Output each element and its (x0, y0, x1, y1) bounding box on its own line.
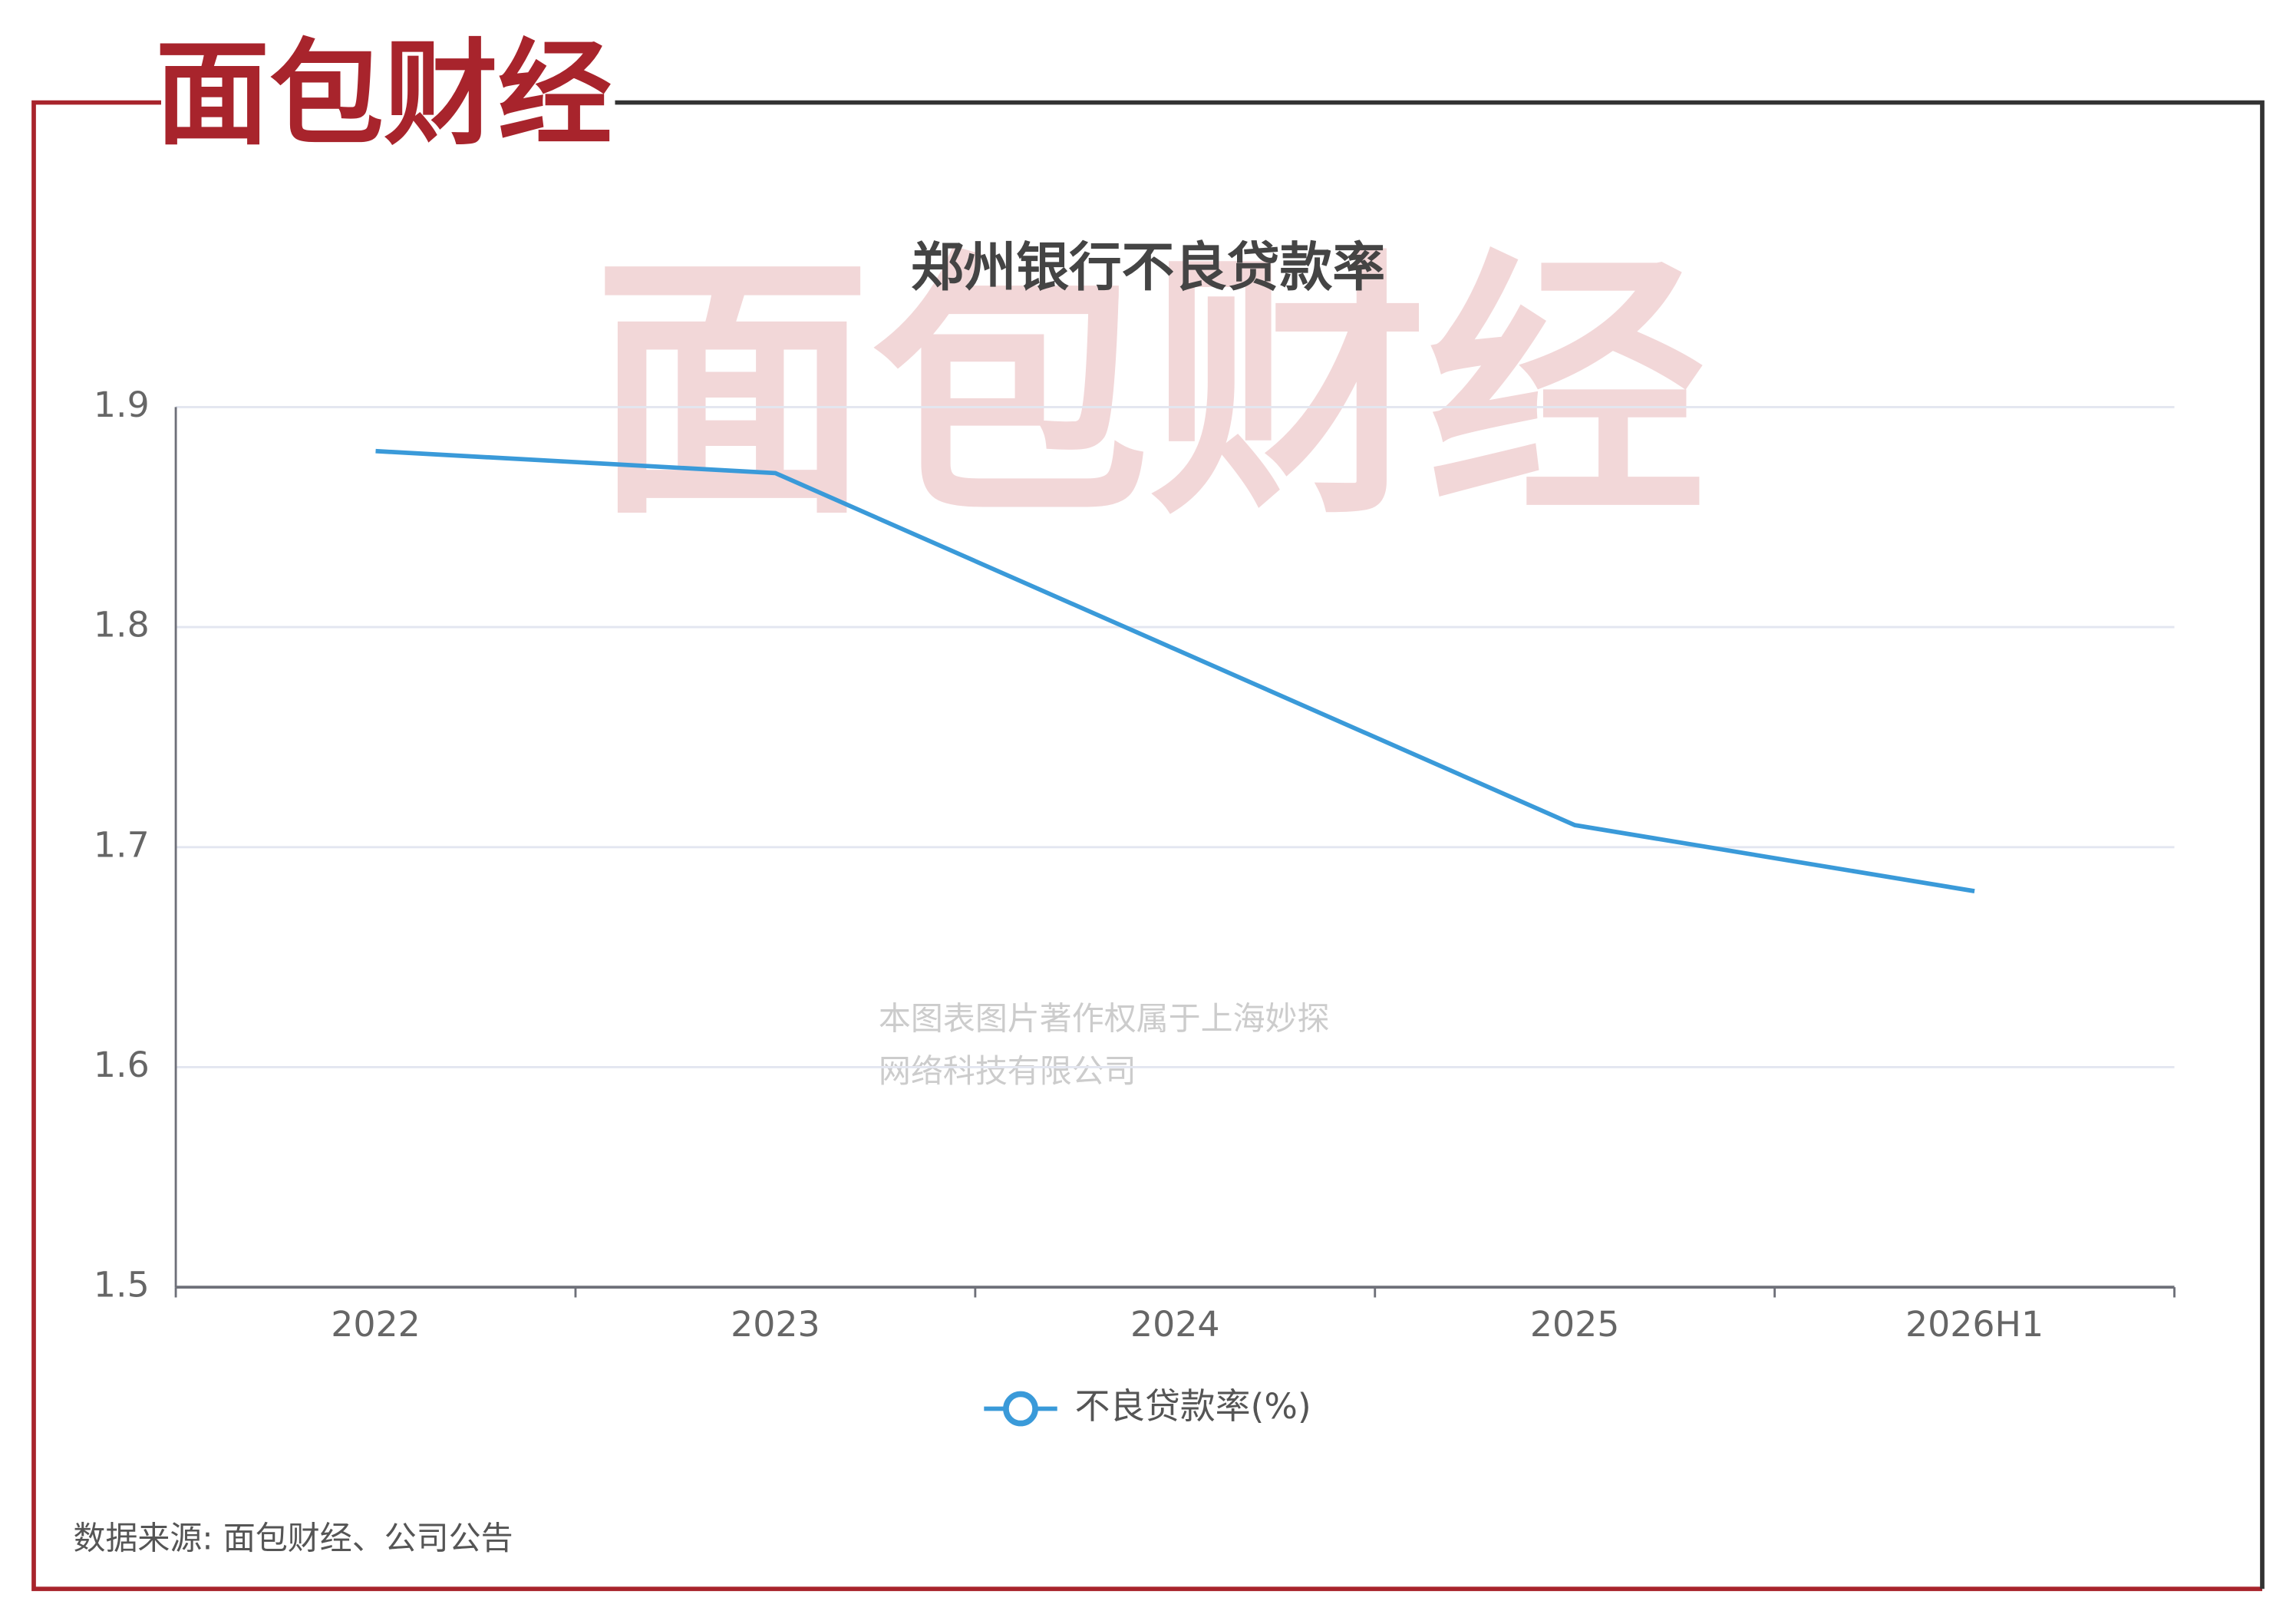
legend-marker (1003, 1391, 1038, 1427)
y-tick-label: 1.7 (94, 824, 150, 865)
y-tick-label: 1.5 (94, 1264, 150, 1305)
x-tick-label: 2026H1 (1905, 1303, 2044, 1345)
x-tick-label: 2025 (1530, 1303, 1620, 1345)
x-tick-label: 2024 (1130, 1303, 1220, 1345)
chart-title: 郑州银行不良贷款率 (911, 237, 1385, 299)
x-tick-label: 2022 (331, 1303, 421, 1345)
plot-area: 1.5 1.6 1.7 1.8 1.9 2022 2023 2024 2025 2026H1 不良贷… (94, 384, 2176, 1427)
watermark-logo: 面包财经 (593, 229, 1706, 552)
frame-dark (615, 100, 2265, 1589)
source-note: 数据来源: 面包财经、公司公告 (74, 1520, 513, 1557)
data-line (375, 448, 1975, 893)
watermark-text: 本图表图片著作权属于上海妙探 (879, 999, 1330, 1037)
y-tick-label: 1.9 (94, 384, 150, 425)
watermark-text: 网络科技有限公司 (879, 1052, 1136, 1090)
legend-label: 不良贷款率(%) (1075, 1385, 1311, 1427)
frame-red (31, 100, 2263, 1592)
x-tick-label: 2023 (731, 1303, 820, 1345)
y-tick-label: 1.6 (94, 1044, 150, 1085)
brand-logo: 面包财经 (155, 28, 612, 161)
y-tick-label: 1.8 (94, 604, 150, 645)
